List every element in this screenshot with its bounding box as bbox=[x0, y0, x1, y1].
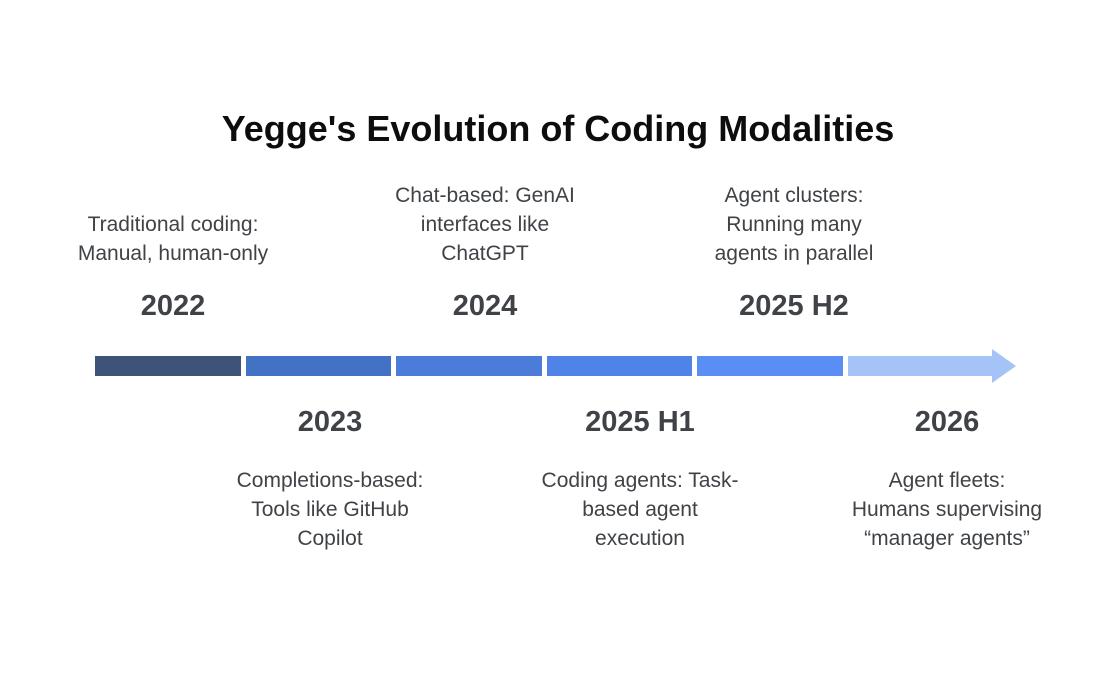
timeline-segment-2023 bbox=[245, 356, 391, 376]
milestone-2023-year: 2023 bbox=[297, 406, 363, 438]
milestone-2025h1-year: 2025 H1 bbox=[585, 406, 695, 438]
timeline-segment-2025h2 bbox=[697, 356, 843, 376]
milestone-2025h2-year: 2025 H2 bbox=[739, 290, 849, 322]
timeline-bar bbox=[95, 356, 993, 376]
timeline-segment-2022 bbox=[95, 356, 241, 376]
milestone-2025h2-description: Agent clusters: Running many agents in p… bbox=[714, 184, 874, 265]
page-title: Yegge's Evolution of Coding Modalities bbox=[221, 108, 895, 150]
milestone-2024-description: Chat-based: GenAI interfaces like ChatGP… bbox=[395, 184, 575, 265]
milestone-2022-year: 2022 bbox=[140, 290, 206, 322]
timeline-segment-2024 bbox=[396, 356, 542, 376]
timeline-segment-2025h1 bbox=[546, 356, 692, 376]
milestone-2023-description: Completions-based: Tools like GitHub Cop… bbox=[236, 469, 424, 550]
milestone-2026-year: 2026 bbox=[914, 406, 980, 438]
milestone-2026-description: Agent fleets: Humans supervising “manage… bbox=[851, 469, 1043, 550]
milestone-2024-year: 2024 bbox=[452, 290, 518, 322]
timeline-segment-2026 bbox=[847, 356, 993, 376]
milestone-2025h1-description: Coding agents: Task- based agent executi… bbox=[541, 469, 739, 550]
timeline-arrow-icon bbox=[992, 349, 1016, 383]
milestone-2022-description: Traditional coding: Manual, human-only bbox=[77, 213, 269, 265]
